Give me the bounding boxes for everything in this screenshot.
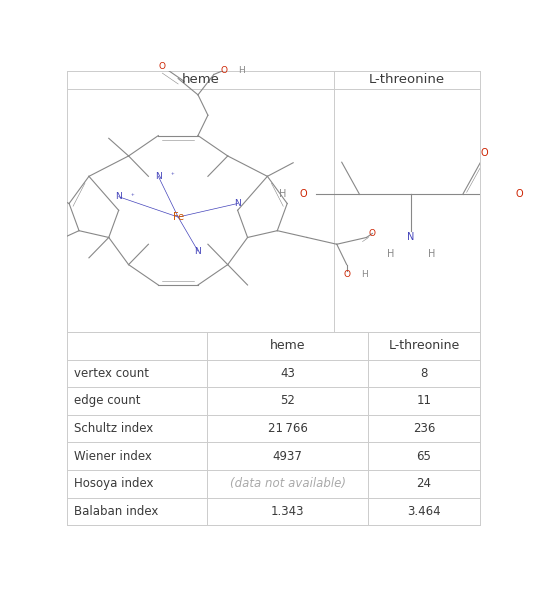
Text: O: O <box>159 62 166 71</box>
Text: ⁺: ⁺ <box>131 194 134 199</box>
Text: O: O <box>220 66 227 75</box>
Text: (data not available): (data not available) <box>230 477 345 490</box>
Text: N: N <box>115 192 122 201</box>
Text: Wiener index: Wiener index <box>74 450 152 463</box>
Text: O: O <box>300 189 307 199</box>
Text: 43: 43 <box>280 367 295 380</box>
Text: edge count: edge count <box>74 395 141 408</box>
Text: 11: 11 <box>416 395 431 408</box>
Text: heme: heme <box>182 73 220 87</box>
Text: ⁺: ⁺ <box>171 173 174 179</box>
Text: 52: 52 <box>280 395 295 408</box>
Text: O: O <box>369 229 376 238</box>
Text: H: H <box>428 249 435 259</box>
Text: 65: 65 <box>416 450 431 463</box>
Text: Balaban index: Balaban index <box>74 505 158 518</box>
Text: 3.464: 3.464 <box>407 505 441 518</box>
Text: Hosoya index: Hosoya index <box>74 477 154 490</box>
Text: O: O <box>343 270 350 278</box>
Text: H: H <box>361 270 368 278</box>
Text: Fe: Fe <box>173 212 184 222</box>
Text: vertex count: vertex count <box>74 367 149 380</box>
Text: O: O <box>480 149 488 159</box>
Text: 1.343: 1.343 <box>271 505 304 518</box>
Text: Schultz index: Schultz index <box>74 422 154 435</box>
Text: L-threonine: L-threonine <box>369 73 445 87</box>
Text: O: O <box>515 189 523 199</box>
Text: 24: 24 <box>416 477 431 490</box>
Text: 4937: 4937 <box>273 450 303 463</box>
Text: H: H <box>238 66 245 75</box>
Text: N: N <box>155 172 161 181</box>
Text: N: N <box>195 247 201 255</box>
Text: 236: 236 <box>413 422 435 435</box>
Text: heme: heme <box>270 339 305 352</box>
Text: N: N <box>235 199 241 208</box>
Text: 21 766: 21 766 <box>268 422 308 435</box>
Text: L-threonine: L-threonine <box>389 339 459 352</box>
Text: H: H <box>386 249 394 259</box>
Text: N: N <box>407 232 415 242</box>
Text: 8: 8 <box>420 367 427 380</box>
Text: H: H <box>279 189 286 199</box>
